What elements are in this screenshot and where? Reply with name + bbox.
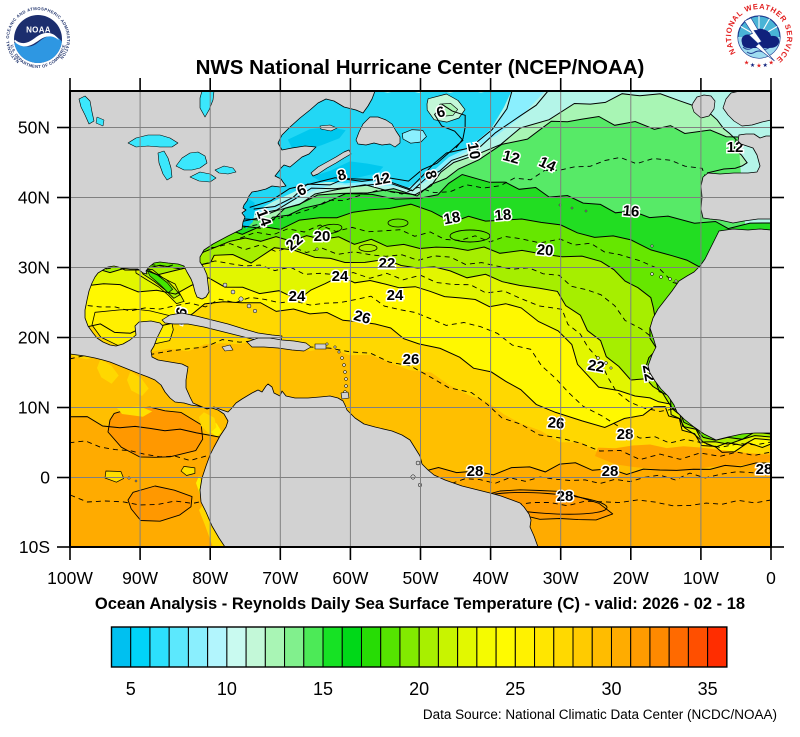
svg-text:26: 26 bbox=[547, 414, 565, 432]
svg-text:10: 10 bbox=[217, 679, 237, 699]
svg-text:10S: 10S bbox=[19, 537, 50, 557]
svg-text:22: 22 bbox=[379, 255, 396, 272]
svg-text:28: 28 bbox=[617, 426, 634, 443]
svg-text:24: 24 bbox=[332, 268, 349, 285]
svg-text:26: 26 bbox=[352, 307, 373, 328]
svg-text:60W: 60W bbox=[332, 568, 368, 588]
svg-text:Ocean Analysis - Reynolds Dail: Ocean Analysis - Reynolds Daily Sea Surf… bbox=[95, 595, 745, 613]
svg-text:5: 5 bbox=[126, 679, 136, 699]
svg-text:20: 20 bbox=[314, 228, 331, 245]
svg-text:80W: 80W bbox=[192, 568, 228, 588]
svg-text:20: 20 bbox=[409, 679, 429, 699]
svg-text:30: 30 bbox=[601, 679, 621, 699]
svg-text:22: 22 bbox=[586, 357, 605, 377]
svg-text:50N: 50N bbox=[18, 118, 50, 138]
svg-text:20N: 20N bbox=[18, 328, 50, 348]
svg-text:★: ★ bbox=[763, 62, 769, 69]
svg-text:28: 28 bbox=[602, 463, 619, 480]
svg-text:28: 28 bbox=[557, 488, 574, 505]
svg-text:Data Source: National Climatic: Data Source: National Climatic Data Cent… bbox=[423, 707, 777, 722]
svg-text:40W: 40W bbox=[473, 568, 509, 588]
svg-text:30N: 30N bbox=[18, 258, 50, 278]
svg-text:15: 15 bbox=[313, 679, 333, 699]
svg-text:10W: 10W bbox=[683, 568, 719, 588]
svg-text:18: 18 bbox=[442, 209, 461, 229]
svg-text:90W: 90W bbox=[122, 568, 158, 588]
svg-text:70W: 70W bbox=[262, 568, 298, 588]
svg-text:12: 12 bbox=[501, 147, 522, 168]
svg-text:20W: 20W bbox=[613, 568, 649, 588]
svg-text:★: ★ bbox=[744, 60, 750, 67]
svg-text:26: 26 bbox=[403, 351, 420, 368]
svg-text:24: 24 bbox=[387, 287, 404, 304]
svg-text:100W: 100W bbox=[47, 568, 93, 588]
svg-text:10N: 10N bbox=[18, 398, 50, 418]
svg-text:★: ★ bbox=[756, 63, 762, 70]
svg-text:18: 18 bbox=[494, 206, 512, 224]
svg-text:30W: 30W bbox=[543, 568, 579, 588]
svg-text:★: ★ bbox=[769, 60, 775, 67]
svg-text:35: 35 bbox=[698, 679, 718, 699]
svg-text:40N: 40N bbox=[18, 188, 50, 208]
svg-text:10: 10 bbox=[464, 141, 484, 160]
svg-text:20: 20 bbox=[536, 241, 554, 259]
svg-text:NOAA: NOAA bbox=[26, 26, 51, 35]
svg-text:12: 12 bbox=[372, 170, 391, 190]
svg-text:28: 28 bbox=[756, 461, 773, 478]
svg-text:★: ★ bbox=[750, 62, 756, 69]
svg-text:25: 25 bbox=[505, 679, 525, 699]
svg-text:28: 28 bbox=[467, 463, 484, 480]
svg-text:50W: 50W bbox=[403, 568, 439, 588]
svg-text:24: 24 bbox=[289, 288, 306, 305]
svg-text:0: 0 bbox=[766, 568, 776, 588]
svg-text:NWS National Hurricane Center: NWS National Hurricane Center (NCEP/NOAA… bbox=[196, 56, 645, 79]
svg-text:0: 0 bbox=[40, 468, 50, 488]
